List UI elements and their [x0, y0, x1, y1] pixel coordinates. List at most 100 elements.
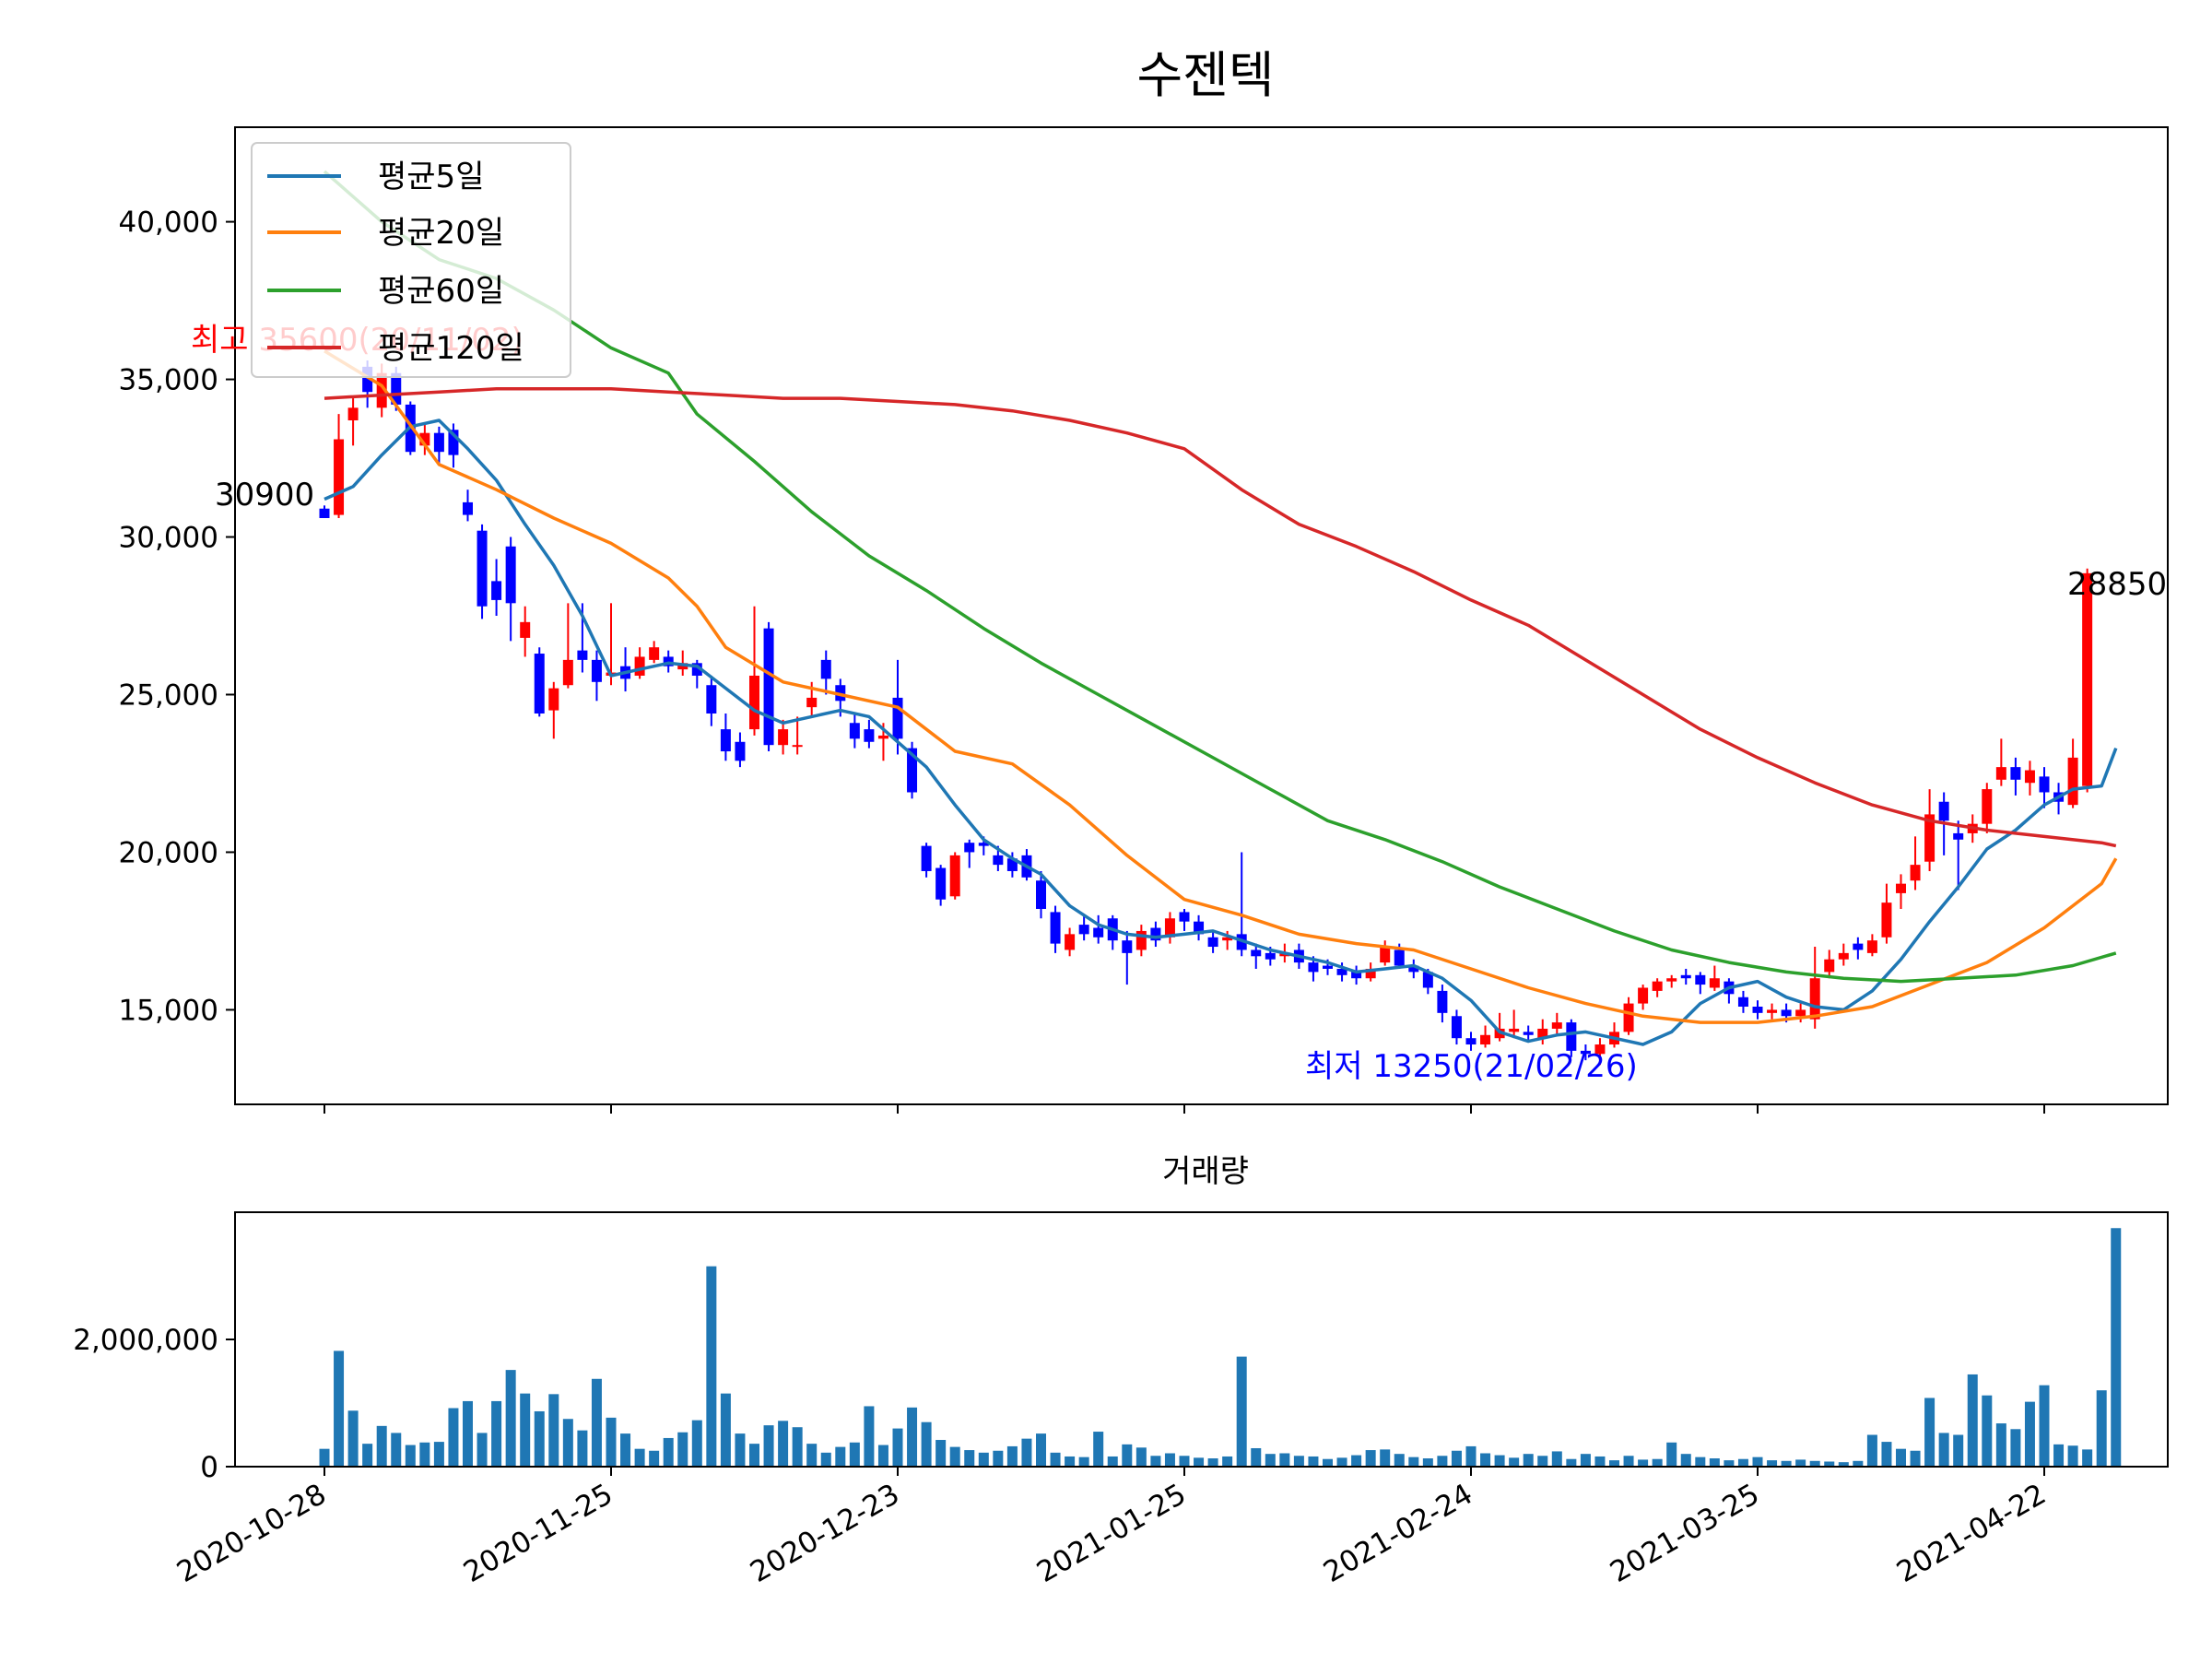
candle-body	[1351, 972, 1362, 979]
volume-bar	[1437, 1456, 1448, 1467]
volume-bar	[1824, 1461, 1835, 1467]
candle-body	[1265, 952, 1276, 960]
candle-body	[448, 430, 459, 455]
volume-bar	[1509, 1457, 1520, 1467]
candle-body	[778, 729, 789, 746]
candle-body	[1953, 832, 1964, 840]
volume-bar	[1365, 1450, 1376, 1467]
candle-body	[1695, 974, 1706, 985]
volume-bar	[1308, 1456, 1319, 1467]
volume-bar	[993, 1450, 1004, 1467]
volume-bar	[606, 1417, 617, 1467]
volume-bar	[663, 1437, 674, 1467]
volume-bar	[1967, 1374, 1978, 1467]
volume-bars	[319, 1228, 2122, 1467]
volume-bar	[347, 1410, 359, 1467]
candle-body	[319, 508, 330, 518]
candle-body	[1135, 930, 1147, 950]
candle-body	[1207, 937, 1218, 948]
volume-bar	[1638, 1459, 1649, 1467]
candle-body	[877, 735, 888, 739]
candle-body	[1866, 940, 1877, 953]
candle-body	[1924, 814, 1936, 862]
candle-body	[1006, 858, 1018, 871]
candle-body	[1150, 927, 1161, 941]
volume-bar	[691, 1420, 702, 1467]
volume-bar	[649, 1450, 660, 1467]
volume-bar	[1207, 1458, 1218, 1467]
volume-bar	[548, 1394, 559, 1467]
candle-body	[1709, 978, 1720, 988]
volume-bar	[1194, 1457, 1205, 1467]
candle-body	[1523, 1032, 1534, 1035]
volume-bar	[620, 1433, 631, 1467]
volume-bar	[1566, 1458, 1577, 1467]
price-y-tick-label: 30,000	[119, 522, 218, 555]
candle-body	[1451, 1016, 1462, 1039]
candle-body	[820, 659, 831, 679]
legend-label-ma60: 평균60일	[378, 273, 504, 310]
candle-body	[1365, 968, 1376, 979]
candle-body	[1910, 865, 1921, 881]
volume-bar	[1680, 1454, 1691, 1467]
candle-body	[649, 647, 660, 660]
candle-body	[1380, 947, 1391, 963]
candle-body	[892, 697, 903, 739]
volume-bar	[1107, 1456, 1118, 1467]
candle-body	[735, 741, 746, 761]
volume-y-tick-label: 0	[200, 1451, 218, 1484]
volume-bar	[820, 1452, 831, 1467]
candle-body	[2067, 757, 2078, 806]
candle-body	[334, 439, 345, 515]
candle-body	[749, 675, 759, 730]
volume-y-axis: 0 2,000,000	[73, 1324, 235, 1484]
candle-body	[1551, 1022, 1562, 1029]
candle-body	[1408, 965, 1419, 973]
volume-bar	[2024, 1401, 2035, 1467]
candle-body	[1122, 940, 1133, 953]
volume-bar	[1050, 1452, 1061, 1467]
volume-bar	[419, 1442, 430, 1467]
price-axes-frame	[234, 126, 2169, 1105]
candle-body	[720, 729, 731, 752]
candle-body	[548, 688, 559, 711]
low-price-annotation: 최저 13250(21/02/26)	[1305, 1048, 1638, 1085]
candle-body	[706, 685, 717, 714]
volume-bar	[735, 1433, 746, 1467]
volume-bar	[391, 1433, 402, 1467]
candle-body	[577, 650, 588, 660]
candle-body	[1767, 1009, 1778, 1013]
candle-body	[347, 407, 359, 420]
volume-bar	[1422, 1458, 1433, 1467]
candle-body	[362, 366, 373, 393]
volume-bar	[2010, 1429, 2021, 1467]
candle-body	[1465, 1038, 1477, 1045]
candle-body	[763, 628, 774, 746]
volume-bar	[1982, 1395, 1993, 1467]
volume-bar	[720, 1393, 731, 1467]
volume-bar	[1896, 1448, 1906, 1467]
volume-bar	[778, 1421, 789, 1467]
volume-bar	[1938, 1433, 1949, 1467]
candle-body	[2024, 770, 2035, 784]
candle-body	[993, 855, 1004, 866]
volume-bar	[1336, 1457, 1347, 1467]
volume-y-tick-label: 2,000,000	[73, 1324, 218, 1357]
candle-body	[949, 855, 960, 897]
candle-body	[1795, 1009, 1806, 1017]
candle-body	[1065, 934, 1076, 950]
volume-bar	[1006, 1445, 1018, 1467]
volume-bar	[892, 1428, 903, 1467]
volume-bar	[1853, 1460, 1864, 1467]
legend-label-ma120: 평균120일	[378, 330, 524, 367]
volume-bar	[1351, 1455, 1362, 1467]
candle-body	[2082, 572, 2093, 786]
volume-bar	[1580, 1454, 1591, 1467]
candle-body	[1194, 921, 1205, 935]
volume-bar	[1408, 1457, 1419, 1467]
volume-bar	[1236, 1356, 1247, 1467]
candle-body	[1652, 981, 1663, 991]
volume-bar	[677, 1432, 688, 1467]
candle-body	[1580, 1050, 1591, 1055]
legend-label-ma5: 평균5일	[378, 159, 484, 195]
